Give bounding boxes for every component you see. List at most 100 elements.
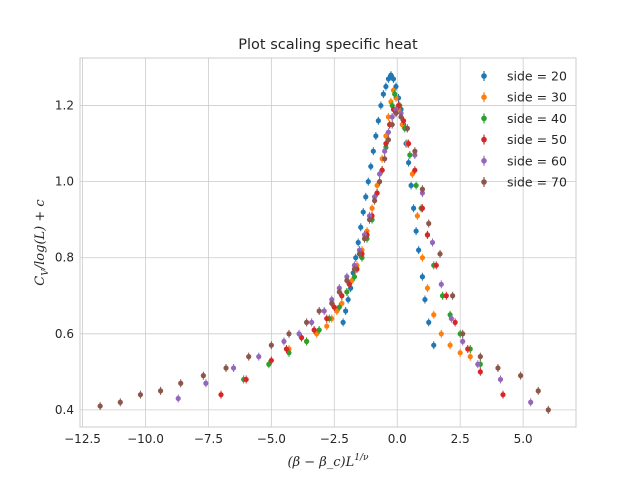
y-tick-label: 0.6 [55,327,74,341]
data-point [223,365,229,371]
data-point [419,205,426,211]
data-point [157,388,164,394]
data-point [495,365,501,371]
plot-area [80,58,576,427]
data-point [178,380,184,386]
data-points [97,71,551,414]
data-point [392,91,398,97]
data-point [405,140,412,147]
data-point [281,338,287,345]
legend-label: side = 70 [507,175,567,190]
y-axis-label: CV/log(L) + c [33,199,51,286]
data-point [363,194,369,200]
data-point [382,156,388,162]
data-point [467,354,473,360]
data-point [477,354,483,360]
data-point [414,213,420,219]
data-point [369,205,375,211]
legend-item: side = 30 [481,90,567,105]
data-point [447,342,453,348]
series-6 [97,109,551,414]
data-point [303,338,310,345]
data-point [383,83,389,90]
data-point [535,388,541,394]
data-point [407,152,413,158]
data-point [433,262,439,268]
data-point [375,118,381,124]
data-point [398,114,404,120]
data-point [377,179,383,185]
data-point [452,319,458,325]
data-point [413,228,419,234]
data-point [385,129,392,135]
data-point [339,293,345,299]
data-point [408,182,414,189]
data-point [356,251,363,257]
data-point [316,308,322,314]
data-point [382,148,388,154]
data-point [424,285,431,291]
data-point [218,392,224,398]
data-point [268,342,274,348]
data-point [373,133,379,139]
data-point [200,373,206,379]
data-point [528,399,534,405]
data-point [465,346,471,352]
data-point [389,114,395,120]
x-tick-label: −12.5 [64,432,101,446]
data-point [377,171,383,177]
data-point [336,289,342,295]
data-point [243,376,249,383]
data-point [344,289,350,295]
y-tick-label: 0.4 [55,403,74,417]
data-point [349,277,355,284]
data-point [340,319,346,325]
data-point [303,319,310,325]
data-point [283,346,290,352]
data-point [344,277,350,284]
data-point [500,392,506,398]
data-point [334,308,340,314]
data-point [360,209,366,215]
legend-marker [481,73,487,79]
legend-item: side = 70 [481,175,567,190]
legend-item: side = 60 [481,153,567,168]
data-point [268,357,274,364]
data-point [368,163,374,170]
y-tick-label: 0.8 [55,251,74,265]
data-point [370,148,376,154]
data-point [361,236,368,242]
chart-title: Plot scaling specific heat [238,37,418,53]
data-point [336,304,342,310]
data-point [404,125,410,131]
data-point [309,319,315,325]
legend-marker [481,136,487,143]
data-point [400,118,407,124]
data-point [477,369,483,375]
legend-label: side = 30 [507,90,567,105]
x-tick-label: −7.5 [194,432,223,446]
data-point [379,167,385,173]
data-point [324,315,330,322]
legend-marker [481,115,487,122]
legend-label: side = 60 [507,153,567,168]
data-point [385,137,392,143]
data-point [438,331,444,337]
y-tick-label: 1.0 [55,175,74,189]
data-point [393,110,399,116]
legend-label: side = 50 [507,132,567,147]
data-point [358,224,364,230]
data-point [346,281,353,287]
x-tick-label: −10.0 [127,432,164,446]
legend-label: side = 20 [507,69,567,84]
data-point [371,198,378,204]
data-point [298,335,305,341]
data-point [437,251,443,257]
data-point [324,323,330,329]
y-tick-label: 1.2 [55,99,74,113]
data-point [286,331,292,337]
data-point [443,293,449,299]
data-point [175,395,181,402]
data-point [365,179,371,185]
